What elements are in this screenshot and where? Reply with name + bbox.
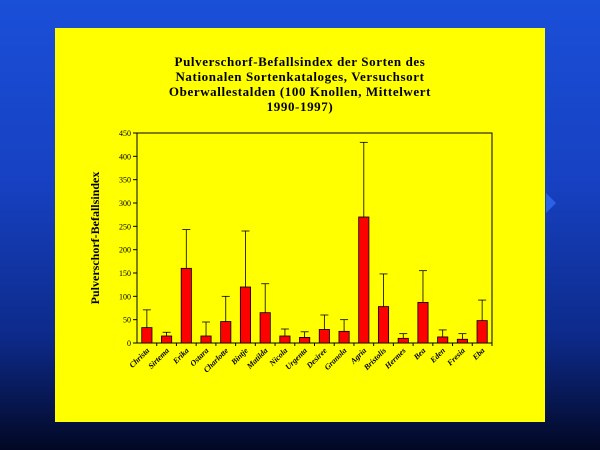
x-tick-label: Eba (470, 346, 487, 363)
bar (318, 329, 330, 344)
bar (299, 336, 311, 344)
decorative-arrow-icon (546, 193, 556, 213)
x-tick-label: Granola (323, 346, 349, 372)
bar (200, 335, 212, 344)
bar (279, 335, 291, 344)
y-tick-label: 100 (119, 292, 131, 301)
x-tick-label: Eden (428, 346, 448, 366)
bar (456, 338, 468, 344)
chart-title-line: Oberwallestalden (100 Knollen, Mittelwer… (168, 84, 432, 99)
x-tick-label: Sirtema (146, 346, 171, 371)
y-tick-label: 350 (119, 176, 131, 185)
y-tick-label: 0 (127, 339, 131, 348)
y-axis-label: Pulverschorf-Befallsindex (88, 172, 102, 305)
bar (220, 321, 232, 344)
x-tick-label: Bea (411, 346, 427, 362)
chart-title: Pulverschorf-Befallsindex der Sorten des… (55, 54, 545, 114)
y-tick-label: 450 (119, 129, 131, 138)
bar (437, 336, 449, 344)
bar (358, 216, 370, 344)
bar (239, 286, 252, 344)
x-tick-label: Hermes (382, 346, 407, 371)
x-tick-label: Fresia (445, 346, 467, 368)
x-tick-label: Erika (170, 346, 190, 366)
chart-panel: Pulverschorf-Befallsindex der Sorten des… (55, 28, 545, 422)
chart-title-line: 1990-1997) (266, 99, 334, 114)
bar-chart: 0 50 100 150 200 250 300 350 400 450 Pulverschorf-… (88, 129, 493, 374)
y-tick-label: 200 (119, 246, 131, 255)
bar (259, 312, 271, 344)
chart-title-line: Nationalen Sortenkataloges, Versuchsort (175, 69, 425, 84)
bar (338, 330, 350, 344)
y-tick-label: 400 (119, 152, 131, 161)
y-tick-label: 50 (123, 316, 131, 325)
y-tick-label: 150 (119, 269, 131, 278)
bar (417, 301, 429, 344)
bar (141, 327, 153, 344)
bar (180, 267, 192, 344)
bar (476, 320, 488, 344)
bar (377, 306, 390, 344)
bar (397, 337, 409, 344)
y-tick-label: 300 (119, 199, 131, 208)
y-tick-label: 250 (119, 222, 131, 231)
x-tick-label: Matilda (244, 346, 269, 371)
x-tick-label: Urgenta (284, 346, 310, 372)
bar (161, 335, 173, 344)
chart-title-line: Pulverschorf-Befallsindex der Sorten des (174, 54, 426, 69)
